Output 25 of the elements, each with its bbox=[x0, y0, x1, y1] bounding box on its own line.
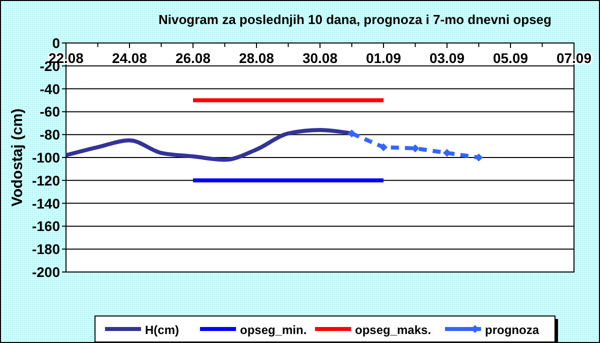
x-tick-label: 26.08 bbox=[175, 50, 211, 66]
y-tick-label: -180 bbox=[32, 241, 60, 258]
legend-label: H(cm) bbox=[145, 323, 180, 337]
x-tick-label: 01.09 bbox=[366, 50, 402, 66]
legend-label: opseg_maks. bbox=[355, 323, 432, 337]
point bbox=[348, 129, 356, 138]
y-tick-label: -200 bbox=[32, 264, 60, 280]
y-tick-label: -140 bbox=[32, 195, 60, 212]
y-tick-label: 0 bbox=[52, 35, 60, 51]
y-tick-label: -80 bbox=[40, 126, 60, 143]
y-tick-label: -60 bbox=[40, 104, 60, 120]
x-tick-label: 03.09 bbox=[429, 50, 465, 66]
y-axis-title: Vodostaj (cm) bbox=[9, 108, 26, 207]
x-tick-label: 24.08 bbox=[112, 50, 148, 66]
y-tick-label: -120 bbox=[32, 172, 60, 188]
x-tick-label: 05.09 bbox=[492, 50, 528, 66]
y-tick-label: -40 bbox=[40, 80, 60, 97]
x-tick-label: 28.08 bbox=[238, 50, 274, 66]
y-tick-label: -100 bbox=[32, 150, 60, 166]
x-tick-label: 30.08 bbox=[302, 50, 338, 66]
chart-title: Nivogram za poslednjih 10 dana, prognoza i 7-mo dnevni opseg bbox=[158, 12, 552, 27]
legend-label: opseg_min. bbox=[240, 323, 307, 337]
point bbox=[380, 143, 388, 152]
y-tick-label: -160 bbox=[32, 218, 60, 234]
legend-label: prognoza bbox=[485, 323, 540, 337]
